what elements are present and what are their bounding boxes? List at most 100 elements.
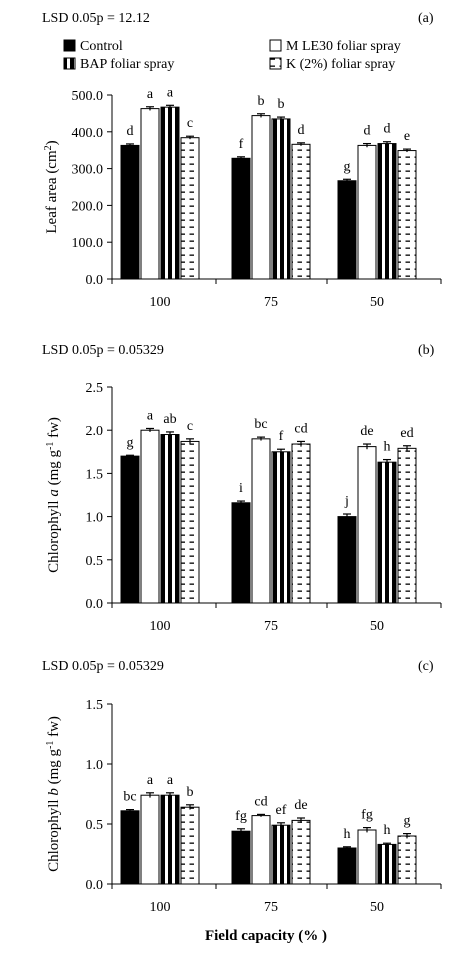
bar-bap-b <box>377 461 397 604</box>
bar-control-b <box>120 455 140 604</box>
significance-letter-b: de <box>360 424 373 439</box>
bar-mle30-a <box>357 144 377 280</box>
y-tick-label-c: 1.0 <box>86 758 104 773</box>
x-tick-label-b: 50 <box>370 619 384 634</box>
y-tick-label-b: 0.5 <box>86 554 104 569</box>
significance-letter-a: f <box>239 137 244 152</box>
bar-control-c <box>120 810 140 885</box>
bar-k2-b <box>291 443 311 604</box>
y-tick-label-a: 300.0 <box>72 163 104 178</box>
significance-letter-b: j <box>344 494 349 509</box>
y-tick-label-b: 1.0 <box>86 511 104 526</box>
bar-mle30-c <box>140 794 160 885</box>
y-tick-label-a: 500.0 <box>72 89 104 104</box>
bar-control-b <box>337 516 357 604</box>
y-tick-label-a: 0.0 <box>86 273 104 288</box>
panel-label-b: (b) <box>418 343 435 358</box>
y-tick-label-c: 0.5 <box>86 818 104 833</box>
bar-k2-a <box>397 150 417 280</box>
significance-letter-a: c <box>187 116 193 131</box>
panel-label-c: (c) <box>418 659 434 674</box>
significance-letter-c: b <box>187 785 194 800</box>
significance-letter-b: i <box>239 481 243 496</box>
bar-mle30-b <box>140 429 160 604</box>
significance-letter-b: a <box>147 408 154 423</box>
significance-letter-c: h <box>384 823 391 838</box>
significance-letter-b: h <box>384 440 391 455</box>
y-axis-label-b: Chlorophyll a (mg g-1 fw) <box>45 417 62 573</box>
legend-item-control: Control <box>63 39 123 54</box>
x-tick-label-c: 50 <box>370 900 384 915</box>
y-tick-label-c: 1.5 <box>86 698 104 713</box>
legend-label-bap: BAP foliar spray <box>80 57 174 72</box>
y-tick-label-b: 2.5 <box>86 381 104 396</box>
significance-letter-b: bc <box>254 417 267 432</box>
lsd-label-b: LSD 0.05p = 0.05329 <box>42 343 164 358</box>
significance-letter-b: ed <box>400 426 413 441</box>
significance-letter-c: a <box>147 773 154 788</box>
chart-b: 0.0 0.5 1.0 1.5 2.0 2.5 100 75 50 g i j a bc de ab f h c cd… <box>86 381 442 634</box>
significance-letter-a: a <box>147 87 154 102</box>
significance-letter-c: h <box>344 827 351 842</box>
significance-letter-b: c <box>187 419 193 434</box>
y-tick-label-a: 100.0 <box>72 236 104 251</box>
x-tick-label-b: 75 <box>264 619 278 634</box>
bar-k2-c <box>180 806 200 885</box>
bar-control-c <box>231 830 251 885</box>
bar-mle30-c <box>357 829 377 885</box>
bar-bap-a <box>160 106 180 280</box>
lsd-label-a: LSD 0.05p = 12.12 <box>42 11 150 26</box>
bar-mle30-b <box>357 446 377 604</box>
bar-control-b <box>231 502 251 604</box>
bar-k2-a <box>291 143 311 280</box>
significance-letter-c: de <box>294 798 307 813</box>
significance-letter-b: f <box>279 429 284 444</box>
significance-letter-b: ab <box>163 412 176 427</box>
legend-item-mle30: M LE30 foliar spray <box>269 39 401 54</box>
y-tick-label-c: 0.0 <box>86 878 104 893</box>
legend-item-k: K (2%) foliar spray <box>269 57 395 72</box>
legend: Control M LE30 foliar spray BAP foliar s… <box>63 39 401 72</box>
y-tick-label-a: 400.0 <box>72 126 104 141</box>
bar-k2-b <box>397 447 417 604</box>
bar-k2-c <box>397 835 417 885</box>
y-tick-label-b: 0.0 <box>86 597 104 612</box>
significance-letter-c: bc <box>123 790 136 805</box>
legend-swatch-k <box>269 57 282 70</box>
significance-letter-a: d <box>384 122 391 137</box>
bar-bap-c <box>271 824 291 885</box>
significance-letter-c: fg <box>361 808 373 823</box>
legend-swatch-bap <box>63 57 76 70</box>
significance-letter-c: cd <box>254 794 267 809</box>
bar-k2-a <box>180 137 200 280</box>
bar-control-c <box>337 847 357 885</box>
bar-control-a <box>231 157 251 280</box>
significance-letter-a: d <box>127 124 134 139</box>
x-tick-label-a: 50 <box>370 295 384 310</box>
significance-letter-c: a <box>167 773 174 788</box>
bar-mle30-b <box>251 438 271 604</box>
significance-letter-b: g <box>127 435 134 450</box>
bar-mle30-a <box>251 115 271 280</box>
legend-swatch-mle30 <box>269 39 282 52</box>
bar-bap-a <box>271 118 291 280</box>
significance-letter-b: cd <box>294 421 307 436</box>
y-tick-label-a: 200.0 <box>72 199 104 214</box>
bar-bap-c <box>160 794 180 885</box>
lsd-label-c: LSD 0.05p = 0.05329 <box>42 659 164 674</box>
y-tick-label-b: 1.5 <box>86 467 104 482</box>
panel-label-a: (a) <box>418 11 434 26</box>
chart-a: 0.0 100.0 200.0 300.0 400.0 500.0 100 75 50 d f g a b… <box>72 85 442 310</box>
bar-bap-a <box>377 143 397 280</box>
x-axis-label: Field capacity (% ) <box>205 928 327 944</box>
significance-letter-a: a <box>167 85 174 100</box>
significance-letter-a: d <box>364 124 371 139</box>
x-tick-label-a: 75 <box>264 295 278 310</box>
significance-letter-c: ef <box>276 803 287 818</box>
bar-mle30-c <box>251 815 271 885</box>
significance-letter-a: e <box>404 129 410 144</box>
bar-k2-c <box>291 819 311 885</box>
significance-letter-a: b <box>258 94 265 109</box>
